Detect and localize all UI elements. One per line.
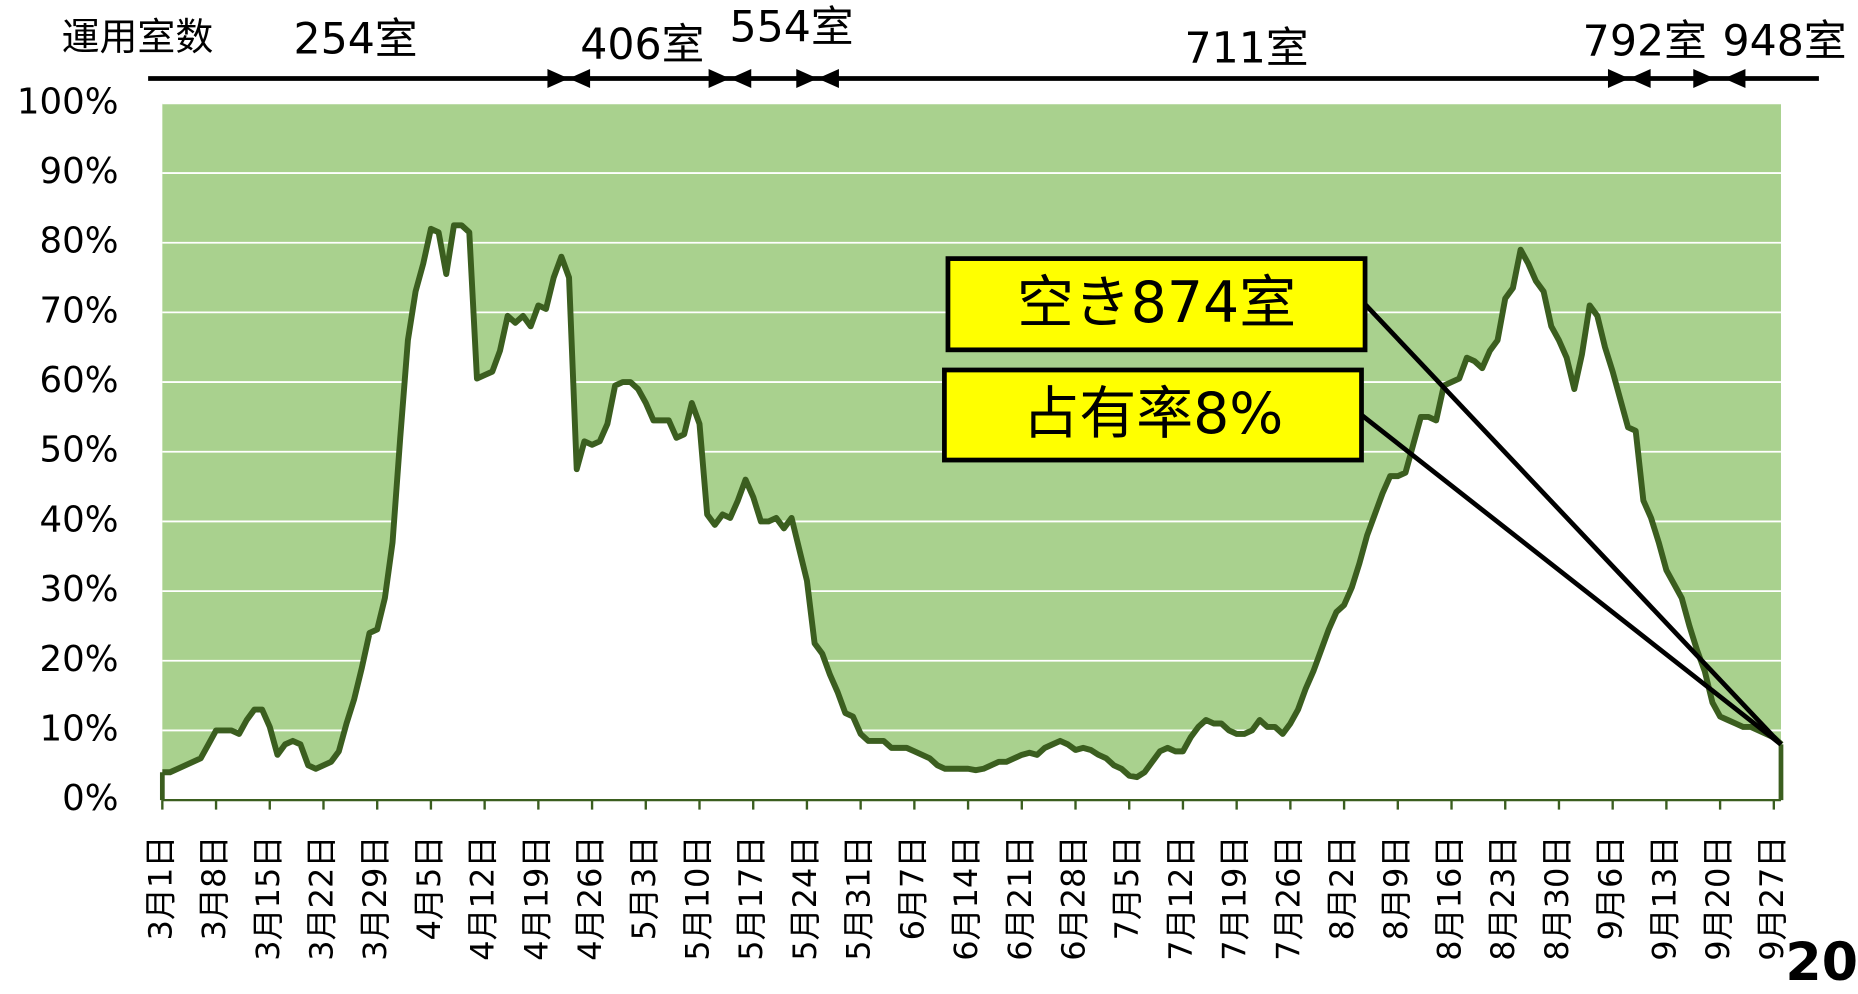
x-tick-label: 8月2日 bbox=[1323, 836, 1361, 941]
x-tick-label: 4月19日 bbox=[517, 836, 555, 961]
arrow-head bbox=[1724, 69, 1746, 88]
line bbox=[162, 222, 1784, 781]
x-tick-label: 7月19日 bbox=[1216, 836, 1254, 961]
x-tick-label: 8月16日 bbox=[1431, 836, 1469, 961]
arrow-head bbox=[817, 69, 839, 88]
y-tick-label: 50% bbox=[40, 430, 119, 471]
y-tick-label: 80% bbox=[40, 221, 119, 262]
callout-leader bbox=[1363, 302, 1783, 747]
y-tick-label: 70% bbox=[40, 290, 119, 331]
y-tick-label: 0% bbox=[62, 778, 118, 819]
room-count: 406室 bbox=[580, 20, 704, 70]
x-tick-label: 5月3日 bbox=[625, 836, 663, 941]
arrow-head bbox=[568, 69, 591, 88]
x-tick-label: 6月21日 bbox=[1001, 836, 1039, 961]
x-tick-label: 4月26日 bbox=[571, 836, 609, 961]
y-tick-label: 20% bbox=[40, 639, 119, 680]
y-tick-label: 100% bbox=[17, 81, 119, 122]
x-tick-label: 3月15日 bbox=[249, 836, 287, 961]
arrow-head bbox=[708, 69, 730, 88]
x-tick-label: 7月26日 bbox=[1269, 836, 1307, 961]
callout-box bbox=[945, 256, 1368, 353]
y-tick-label: 40% bbox=[40, 499, 119, 540]
y-tick-label: 30% bbox=[40, 569, 119, 610]
room-count: 948室 bbox=[1723, 17, 1847, 67]
x-tick-label: 4月5日 bbox=[410, 836, 448, 941]
x-tick-label: 5月24日 bbox=[786, 836, 824, 961]
room-count: 711室 bbox=[1185, 24, 1309, 74]
x-tick-label: 8月23日 bbox=[1484, 836, 1522, 961]
y-tick-label: 90% bbox=[40, 151, 119, 192]
x-tick-label: 9月20日 bbox=[1699, 836, 1737, 961]
arrow-head bbox=[1693, 69, 1715, 88]
x-tick-label: 9月13日 bbox=[1645, 836, 1683, 961]
x-tick-label: 6月28日 bbox=[1055, 836, 1093, 961]
page-number: 20 bbox=[1785, 933, 1858, 990]
x-tick-label: 9月27日 bbox=[1753, 836, 1791, 961]
room-count: 792室 bbox=[1583, 17, 1707, 67]
callout-leader bbox=[1360, 413, 1783, 747]
rooms-label: 運用室数 bbox=[62, 15, 214, 59]
x-tick-label: 3月1日 bbox=[141, 836, 179, 941]
x-tick-label: 7月5日 bbox=[1108, 836, 1146, 941]
arrow-head bbox=[547, 69, 569, 88]
x-tick-label: 6月14日 bbox=[947, 836, 985, 961]
x-tick-label: 8月30日 bbox=[1538, 836, 1576, 961]
x-tick-label: 7月12日 bbox=[1162, 836, 1200, 961]
arrow-head bbox=[796, 69, 818, 88]
x-tick-label: 5月17日 bbox=[732, 836, 770, 961]
x-tick-label: 3月22日 bbox=[302, 836, 340, 961]
callout-box bbox=[942, 367, 1364, 463]
x-tick-label: 6月7日 bbox=[893, 836, 931, 941]
arrow-head bbox=[1607, 69, 1630, 88]
area-under-line bbox=[162, 225, 1782, 801]
arrow-head bbox=[1629, 69, 1651, 88]
x-tick-label: 3月8日 bbox=[195, 836, 233, 941]
x-tick-label: 3月29日 bbox=[356, 836, 394, 961]
x-tick-label: 9月6日 bbox=[1592, 836, 1630, 941]
x-tick-label: 5月31日 bbox=[840, 836, 878, 961]
x-tick-label: 5月10日 bbox=[678, 836, 716, 961]
room-count: 554室 bbox=[730, 2, 854, 52]
arrow-head bbox=[729, 69, 752, 88]
y-tick-label: 10% bbox=[40, 708, 119, 749]
room-count: 254室 bbox=[293, 14, 417, 64]
x-tick-label: 8月9日 bbox=[1377, 836, 1415, 941]
callout-text: 空き874室 bbox=[1017, 270, 1296, 336]
callout-text: 占有率8% bbox=[1023, 381, 1284, 447]
x-tick-label: 4月12日 bbox=[464, 836, 502, 961]
y-tick-label: 60% bbox=[40, 360, 119, 401]
